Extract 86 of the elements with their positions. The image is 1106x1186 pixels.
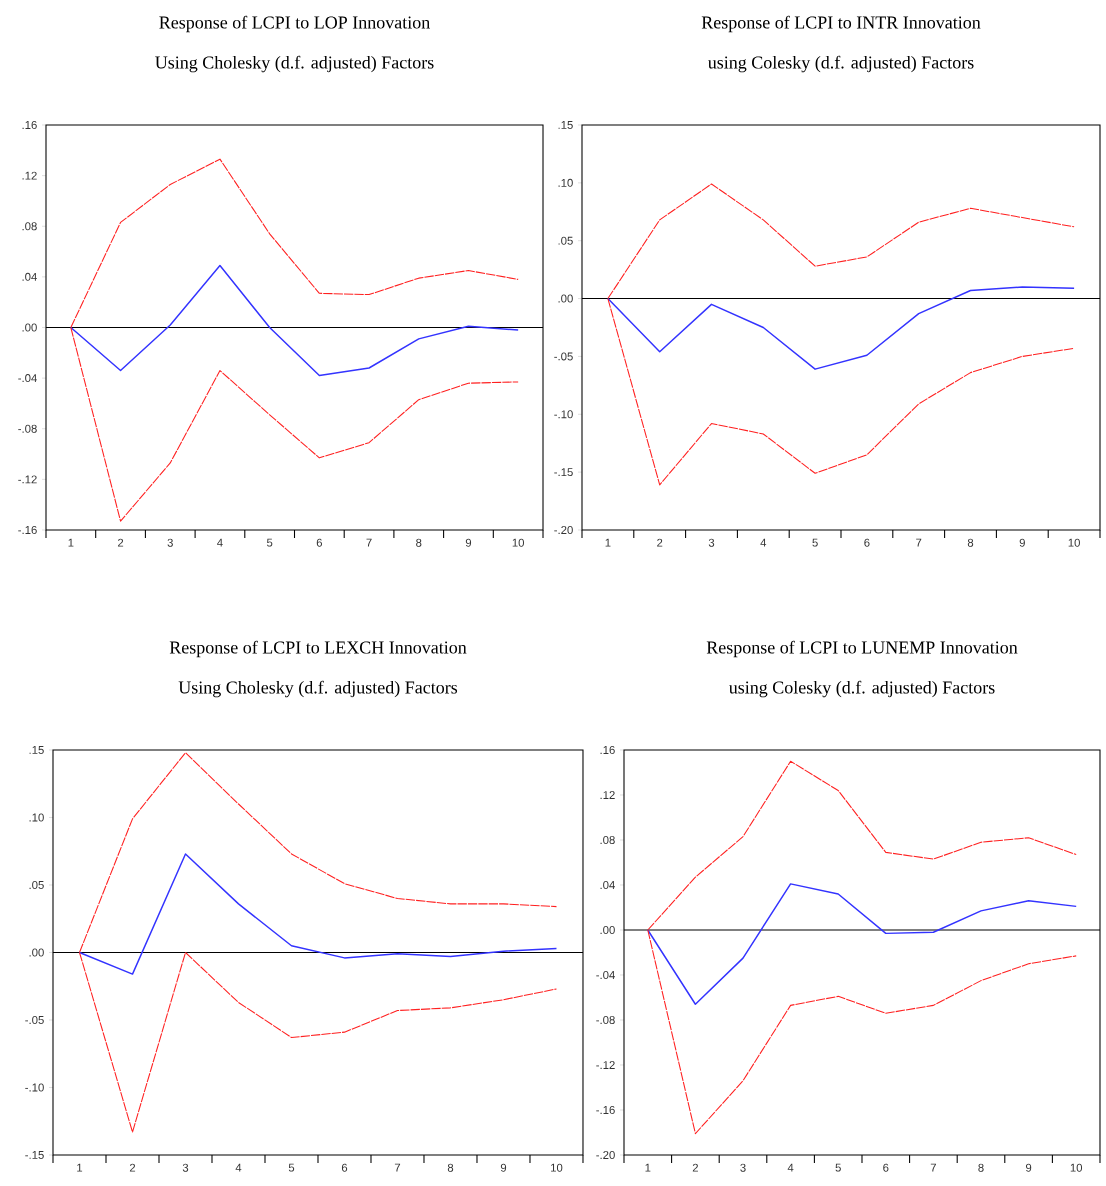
- y-tick-label: -.04: [18, 374, 37, 383]
- y-tick-label: -.08: [596, 1015, 615, 1024]
- chart-title: Response of LCPI to LUNEMP Innovation: [706, 640, 1018, 658]
- x-tick-label: 3: [740, 1163, 746, 1172]
- y-tick-label: .08: [600, 835, 615, 844]
- y-tick-label: -.10: [554, 410, 573, 419]
- x-tick-label: 8: [978, 1163, 984, 1172]
- x-tick-label: 7: [916, 538, 922, 547]
- y-tick-label: .16: [22, 120, 37, 129]
- y-tick-label: .10: [558, 178, 573, 187]
- y-tick-label: -.15: [554, 468, 573, 477]
- y-tick-label: .04: [22, 272, 37, 281]
- y-tick-label: .00: [22, 323, 37, 332]
- y-tick-label: .00: [558, 294, 573, 303]
- y-tick-label: .05: [558, 236, 573, 245]
- y-tick-label: -.12: [18, 475, 37, 484]
- chart-subtitle: Using Cholesky (d.f. adjusted) Factors: [178, 680, 458, 698]
- x-tick-label: 2: [692, 1163, 698, 1172]
- x-tick-label: 5: [288, 1163, 295, 1172]
- x-tick-label: 10: [1068, 538, 1080, 547]
- chart-title: Response of LCPI to INTR Innovation: [701, 15, 981, 33]
- y-tick-label: -.20: [596, 1150, 615, 1159]
- x-tick-label: 10: [1070, 1163, 1083, 1172]
- y-tick-label: .12: [600, 791, 615, 799]
- x-tick-label: 3: [708, 538, 715, 547]
- x-tick-label: 3: [182, 1163, 189, 1172]
- x-tick-label: 5: [812, 538, 818, 547]
- line-series: [607, 286, 1075, 370]
- y-tick-label: -.20: [554, 525, 573, 534]
- x-tick-label: 1: [645, 1163, 651, 1172]
- x-tick-label: 9: [1019, 538, 1025, 547]
- y-tick-label: .15: [29, 746, 44, 754]
- x-tick-label: 6: [883, 1163, 889, 1172]
- x-tick-label: 2: [657, 538, 663, 547]
- chart-title: Response of LCPI to LEXCH Innovation: [169, 640, 467, 658]
- x-tick-label: 1: [605, 538, 611, 547]
- y-tick-label: -.08: [18, 424, 37, 433]
- y-tick-label: -.16: [596, 1105, 615, 1114]
- x-tick-label: 10: [512, 538, 525, 547]
- y-tick-label: .04: [600, 880, 615, 889]
- x-tick-label: 9: [1025, 1163, 1032, 1172]
- x-tick-label: 10: [551, 1163, 563, 1172]
- y-tick-label: -.16: [18, 525, 37, 534]
- x-tick-label: 9: [500, 1163, 507, 1172]
- y-tick-label: -.12: [596, 1061, 615, 1069]
- y-tick-label: -.10: [25, 1083, 44, 1092]
- x-tick-label: 7: [394, 1163, 401, 1172]
- chart-subtitle: using Colesky (d.f. adjusted) Factors: [708, 55, 974, 73]
- x-tick-label: 2: [129, 1163, 136, 1172]
- x-tick-label: 6: [864, 538, 870, 547]
- y-tick-label: .08: [22, 222, 37, 231]
- chart-subtitle: using Colesky (d.f. adjusted) Factors: [728, 680, 995, 698]
- x-tick-label: 6: [341, 1163, 348, 1172]
- x-tick-label: 1: [68, 538, 74, 547]
- y-tick-label: .10: [29, 813, 44, 822]
- y-tick-label: -.04: [596, 970, 615, 979]
- chart-subtitle: Using Cholesky (d.f. adjusted) Factors: [155, 55, 434, 73]
- x-tick-label: 4: [217, 538, 223, 547]
- y-tick-label: -.05: [25, 1015, 44, 1024]
- x-tick-label: 4: [760, 538, 767, 547]
- x-tick-label: 8: [416, 538, 422, 547]
- x-tick-label: 9: [465, 538, 472, 547]
- y-tick-label: .12: [22, 171, 37, 180]
- y-tick-label: -.05: [554, 352, 573, 361]
- line-series: [78, 853, 558, 975]
- x-tick-label: 6: [316, 538, 323, 547]
- x-tick-label: 4: [787, 1163, 794, 1172]
- y-tick-label: .15: [558, 121, 573, 129]
- x-tick-label: 5: [835, 1163, 841, 1172]
- line-series: [647, 883, 1077, 1005]
- x-tick-label: 8: [447, 1163, 454, 1172]
- line-series: [70, 264, 519, 377]
- x-tick-label: 8: [967, 538, 974, 547]
- x-tick-label: 1: [77, 1163, 83, 1172]
- x-tick-label: 2: [117, 538, 124, 547]
- y-tick-label: .16: [600, 745, 615, 754]
- x-tick-label: 4: [235, 1163, 242, 1172]
- y-tick-label: .05: [29, 880, 44, 889]
- chart-title: Response of LCPI to LOP Innovation: [159, 15, 430, 33]
- x-tick-label: 5: [266, 538, 273, 547]
- y-tick-label: .00: [600, 925, 615, 934]
- x-tick-label: 7: [930, 1163, 936, 1172]
- x-tick-label: 7: [366, 538, 372, 547]
- x-tick-label: 3: [167, 538, 173, 547]
- y-tick-label: -.15: [25, 1151, 44, 1159]
- y-tick-label: .00: [29, 948, 44, 957]
